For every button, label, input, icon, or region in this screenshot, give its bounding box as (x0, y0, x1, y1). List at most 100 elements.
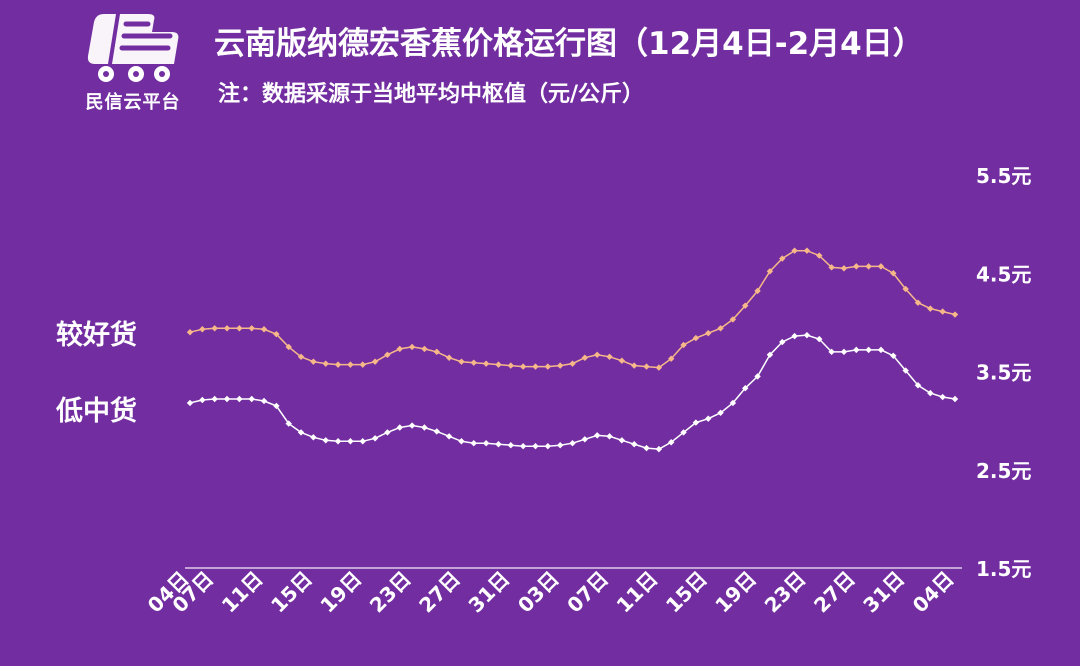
data-point (742, 302, 749, 309)
data-point (556, 362, 564, 369)
data-point (260, 326, 268, 333)
data-point (458, 358, 465, 365)
data-point (470, 359, 477, 366)
series-line-low (189, 334, 956, 450)
data-point (569, 360, 576, 367)
data-point (556, 441, 564, 449)
y-tick-label: 1.5元 (976, 557, 1031, 581)
truck-logo-icon (87, 14, 179, 82)
data-point (927, 305, 934, 312)
data-point (359, 438, 366, 445)
data-point (729, 316, 737, 323)
data-point (766, 351, 774, 358)
data-point (643, 363, 650, 370)
data-point (877, 346, 885, 354)
data-point (717, 325, 724, 332)
series-label-good: 较好货 (56, 320, 137, 351)
x-tick-label: 23日 (365, 567, 416, 618)
data-point (803, 247, 811, 254)
data-point (705, 329, 712, 337)
x-tick-label: 19日 (315, 567, 366, 618)
data-point (655, 445, 663, 453)
data-point (371, 435, 379, 442)
data-point (643, 444, 650, 452)
data-point (334, 438, 342, 445)
data-point (408, 422, 416, 429)
x-tick-label: 27日 (809, 567, 860, 618)
data-point (593, 351, 601, 358)
data-point (495, 361, 502, 368)
data-point (334, 361, 342, 368)
data-point (816, 335, 823, 343)
data-point (939, 308, 946, 315)
data-point (285, 420, 292, 427)
data-point (371, 358, 379, 365)
x-tick-label: 19日 (710, 567, 761, 618)
data-point (754, 373, 761, 380)
data-point (618, 437, 626, 444)
data-point (322, 360, 329, 367)
data-point (766, 268, 774, 275)
data-point (655, 364, 663, 371)
data-point (544, 442, 552, 450)
data-point (322, 437, 329, 444)
x-tick-label: 27日 (414, 567, 465, 618)
series-label-low: 低中货 (56, 396, 137, 427)
data-point (729, 399, 737, 407)
data-point (260, 397, 268, 405)
data-point (779, 338, 786, 346)
data-point (779, 255, 786, 262)
data-point (630, 441, 638, 448)
data-point (433, 348, 440, 356)
data-point (310, 358, 317, 365)
data-point (445, 354, 453, 361)
data-point (606, 433, 613, 440)
x-tick-label: 11日 (612, 567, 663, 618)
data-point (248, 395, 255, 403)
data-point (544, 363, 552, 370)
data-point (199, 396, 206, 404)
data-point (285, 343, 292, 351)
data-point (211, 325, 218, 332)
data-point (236, 325, 243, 332)
data-point (890, 270, 897, 277)
logo: 民信云平台 (78, 10, 188, 113)
data-point (853, 263, 860, 270)
data-point (668, 439, 675, 446)
x-tick-label: 11日 (217, 567, 268, 618)
data-point (186, 399, 194, 407)
x-tick-label: 07日 (562, 567, 613, 618)
data-point (865, 346, 872, 354)
data-point (273, 402, 280, 410)
data-point (421, 424, 428, 431)
chart-subtitle: 注：数据采源于当地平均中枢值（元/公斤） (218, 82, 645, 107)
y-tick-label: 4.5元 (976, 262, 1031, 286)
data-point (297, 429, 305, 436)
data-point (865, 263, 872, 270)
data-point (754, 287, 761, 295)
data-point (692, 334, 700, 342)
data-point (914, 299, 922, 306)
data-point (495, 441, 502, 448)
data-point (236, 395, 243, 403)
data-point (347, 438, 354, 445)
data-point (951, 311, 959, 318)
data-point (692, 419, 700, 426)
data-point (310, 434, 317, 441)
data-point (902, 367, 909, 374)
data-point (248, 325, 255, 332)
data-point (482, 360, 490, 367)
data-point (482, 440, 490, 447)
data-point (199, 326, 206, 333)
x-tick-label: 03日 (513, 567, 564, 618)
data-point (445, 433, 453, 440)
series-line-good (189, 249, 956, 369)
data-point (816, 252, 823, 259)
data-point (384, 429, 391, 436)
data-point (840, 348, 848, 356)
data-point (347, 361, 354, 368)
data-point (359, 361, 366, 368)
data-point (828, 264, 835, 271)
y-tick-label: 2.5元 (976, 459, 1031, 483)
